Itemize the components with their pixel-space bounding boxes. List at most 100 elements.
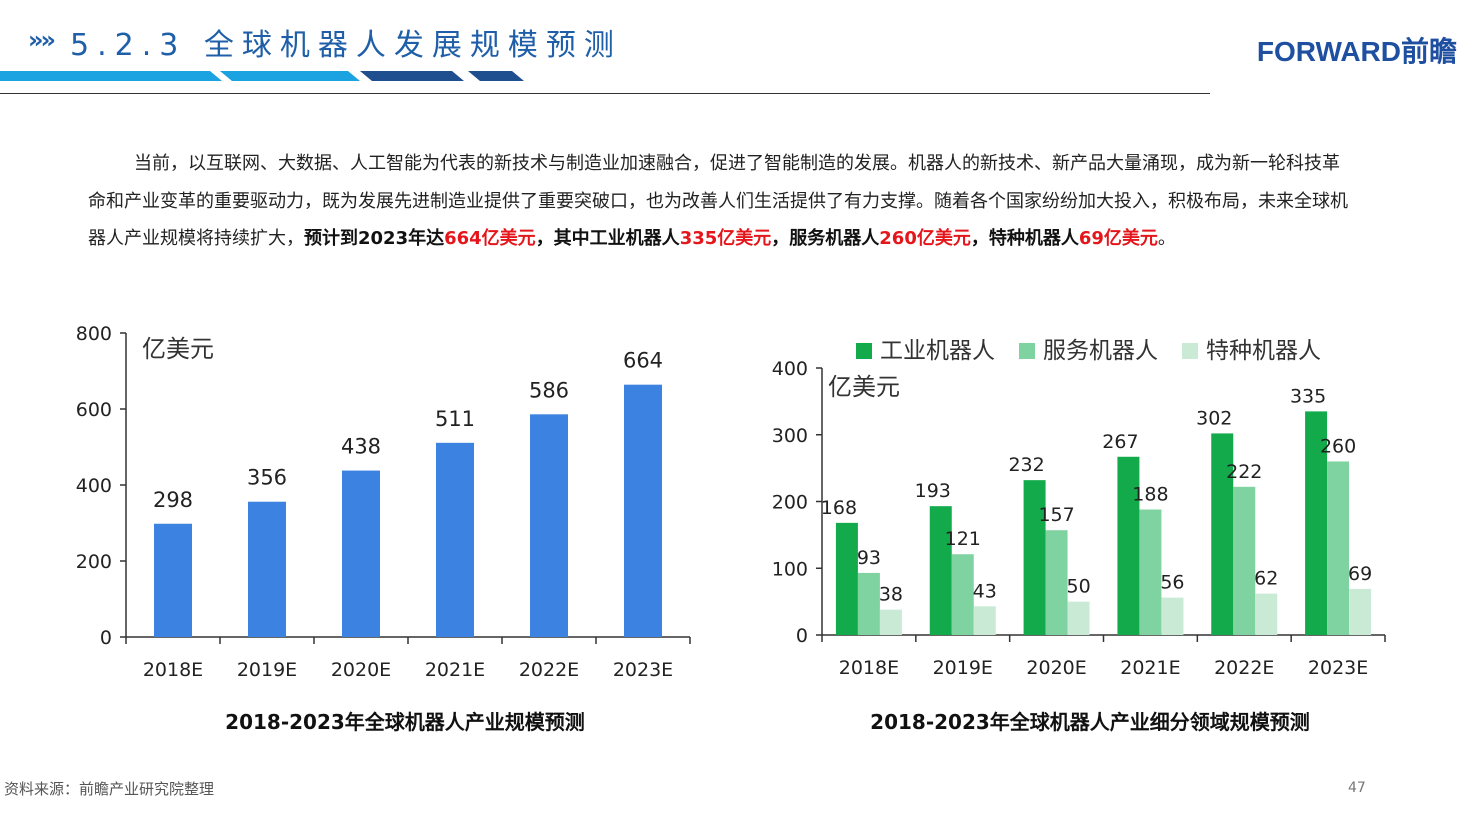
- chart1-data-label: 511: [435, 407, 475, 431]
- page-number: 47: [1348, 780, 1366, 796]
- chart1-bar: [624, 384, 662, 637]
- header-stripe-1: [0, 71, 222, 81]
- chart1-data-label: 586: [529, 378, 569, 402]
- summary-special-value: 69亿美元: [1078, 228, 1158, 249]
- chart2-bar: [1023, 480, 1046, 635]
- summary-text: 当前，以互联网、大数据、人工智能为代表的新技术与制造业加速融合，促进了智能制造的…: [88, 153, 1348, 249]
- header-arrows-icon: »»: [28, 26, 56, 54]
- chart2-legend-label: 服务机器人: [1043, 338, 1158, 364]
- chart1-x-tick-label: 2020E: [331, 659, 391, 681]
- chart2-bar: [1233, 486, 1256, 635]
- chart2-bar: [1161, 597, 1184, 635]
- chart2-x-tick-label: 2021E: [1120, 657, 1180, 679]
- chart1-unit-label: 亿美元: [142, 335, 214, 363]
- chart2-data-label: 335: [1290, 385, 1326, 407]
- chart2-data-label: 121: [945, 528, 981, 550]
- chart2-data-label: 93: [857, 547, 881, 569]
- chart2-data-label: 260: [1320, 435, 1356, 457]
- chart2-bar: [1045, 530, 1068, 635]
- chart2-data-label: 62: [1254, 568, 1278, 590]
- chart1-data-label: 438: [341, 435, 381, 459]
- chart2-bar: [951, 554, 974, 635]
- header-divider: [0, 93, 1210, 94]
- chart2-legend-swatch: [856, 343, 872, 359]
- summary-bold-2: ，其中工业机器人: [535, 228, 680, 249]
- chart2-legend-label: 工业机器人: [880, 338, 995, 364]
- chart2-data-label: 157: [1038, 504, 1074, 526]
- chart2-legend-label: 特种机器人: [1206, 338, 1321, 364]
- chart2-data-label: 50: [1066, 576, 1090, 598]
- header-stripe-3: [360, 71, 464, 81]
- chart1-x-tick-label: 2022E: [519, 659, 579, 681]
- chart2-x-tick-label: 2020E: [1026, 657, 1086, 679]
- header-stripes: [0, 71, 524, 81]
- chart1-y-tick-label: 0: [100, 627, 112, 649]
- chart2-x-tick-label: 2018E: [839, 657, 899, 679]
- summary-total-value: 664亿美元: [444, 228, 536, 249]
- chart1-y-tick-label: 600: [76, 399, 112, 421]
- chart2-bar: [1349, 588, 1372, 635]
- chart2-y-tick-label: 0: [796, 625, 808, 647]
- chart2-data-label: 193: [915, 480, 951, 502]
- chart2-bar: [857, 572, 880, 635]
- chart1-bar: [530, 414, 568, 637]
- chart2-data-label: 43: [973, 580, 997, 602]
- chart2-data-label: 69: [1348, 563, 1372, 585]
- chart2-y-tick-label: 100: [772, 558, 808, 580]
- summary-bold-1: 预计到2023年达: [304, 228, 445, 249]
- chart2-data-label: 168: [821, 497, 857, 519]
- chart2-bar: [1211, 433, 1234, 635]
- chart2-data-label: 38: [879, 584, 903, 606]
- chart1-y-tick-label: 800: [76, 323, 112, 345]
- chart2-bar: [879, 609, 902, 635]
- chart2-data-label: 188: [1132, 484, 1168, 506]
- chart2-data-label: 222: [1226, 461, 1262, 483]
- chart2-y-tick-label: 300: [772, 425, 808, 447]
- summary-end: 。: [1157, 228, 1176, 249]
- chart2-bar: [1139, 509, 1162, 635]
- chart1-bar: [436, 442, 474, 637]
- chart2-bar: [1305, 411, 1328, 635]
- chart2-legend-swatch: [1019, 343, 1035, 359]
- chart2-title: 2018-2023年全球机器人产业细分领域规模预测: [870, 710, 1310, 734]
- chart1-y-tick-label: 400: [76, 475, 112, 497]
- chart2-bar: [1117, 456, 1140, 635]
- chart2-data-label: 267: [1102, 431, 1138, 453]
- chart1-data-label: 298: [153, 488, 193, 512]
- chart2-bar: [1255, 593, 1278, 635]
- brand-logo: FORWARD前瞻: [1256, 36, 1457, 67]
- chart2-bar: [1327, 461, 1350, 635]
- chart2-bar: [929, 506, 952, 635]
- chart2-x-tick-label: 2022E: [1214, 657, 1274, 679]
- header-stripe-4: [468, 71, 524, 81]
- summary-industrial-value: 335亿美元: [679, 228, 772, 249]
- chart1-x-tick-label: 2018E: [143, 659, 203, 681]
- chart1-bar: [342, 470, 380, 637]
- summary-bold-4: ，特种机器人: [970, 228, 1079, 249]
- chart2-x-tick-label: 2023E: [1308, 657, 1368, 679]
- chart1-data-label: 664: [623, 349, 663, 373]
- chart1-x-tick-label: 2019E: [237, 659, 297, 681]
- chart2-legend-swatch: [1182, 343, 1198, 359]
- chart2-y-tick-label: 400: [772, 358, 808, 380]
- chart1-data-label: 356: [247, 466, 287, 490]
- chart2-bar: [835, 522, 858, 635]
- chart1-x-tick-label: 2023E: [613, 659, 673, 681]
- chart1-title: 2018-2023年全球机器人产业规模预测: [225, 710, 585, 734]
- chart2-data-label: 56: [1160, 572, 1184, 594]
- chart1-bar: [154, 523, 192, 637]
- chart2-data-label: 302: [1196, 407, 1232, 429]
- summary-paragraph: 当前，以互联网、大数据、人工智能为代表的新技术与制造业加速融合，促进了智能制造的…: [88, 145, 1350, 258]
- source-note: 资料来源：前瞻产业研究院整理: [4, 780, 215, 798]
- page-title: 5.2.3 全球机器人发展规模预测: [70, 28, 622, 63]
- header-stripe-2: [220, 71, 360, 81]
- chart1-x-tick-label: 2021E: [425, 659, 485, 681]
- summary-service-value: 260亿美元: [879, 228, 971, 249]
- chart2-unit-label: 亿美元: [828, 373, 900, 401]
- chart1-bar: [248, 501, 286, 637]
- chart2-data-label: 232: [1008, 454, 1044, 476]
- summary-bold-3: ，服务机器人: [771, 228, 880, 249]
- chart2-bar: [1067, 601, 1090, 635]
